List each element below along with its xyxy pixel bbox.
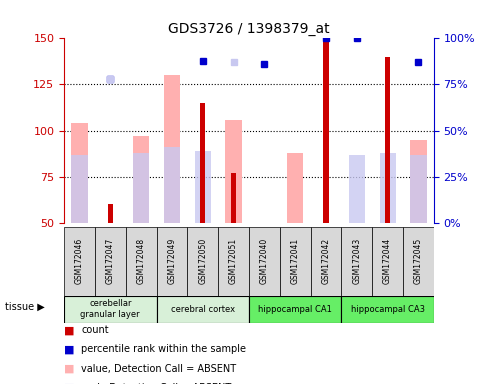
Text: ■: ■ [64,364,74,374]
Bar [195,151,211,223]
FancyBboxPatch shape [218,227,249,296]
Text: ■: ■ [64,383,74,384]
FancyBboxPatch shape [126,227,157,296]
Text: cerebral cortex: cerebral cortex [171,305,235,314]
Text: rank, Detection Call = ABSENT: rank, Detection Call = ABSENT [81,383,232,384]
Text: ■: ■ [64,325,74,335]
FancyBboxPatch shape [249,227,280,296]
Bar [107,204,113,223]
Text: GSM172047: GSM172047 [106,238,115,284]
FancyBboxPatch shape [341,227,372,296]
Text: tissue ▶: tissue ▶ [5,302,45,312]
Text: GSM172040: GSM172040 [260,238,269,284]
Text: GSM172043: GSM172043 [352,238,361,284]
FancyBboxPatch shape [95,227,126,296]
FancyBboxPatch shape [157,296,249,323]
Bar [71,123,88,223]
FancyBboxPatch shape [372,227,403,296]
Text: GSM172050: GSM172050 [198,238,207,284]
Bar [133,136,149,223]
Text: ■: ■ [64,344,74,354]
Bar [380,153,396,223]
FancyBboxPatch shape [249,296,341,323]
Text: GSM172041: GSM172041 [291,238,300,284]
Text: value, Detection Call = ABSENT: value, Detection Call = ABSENT [81,364,237,374]
Bar [200,103,206,223]
Bar [71,154,88,223]
Bar [164,147,180,223]
Bar [231,173,236,223]
FancyBboxPatch shape [280,227,311,296]
Text: GSM172044: GSM172044 [383,238,392,284]
Text: percentile rank within the sample: percentile rank within the sample [81,344,246,354]
Title: GDS3726 / 1398379_at: GDS3726 / 1398379_at [168,22,330,36]
Text: GSM172049: GSM172049 [168,238,176,284]
Bar [323,38,329,223]
Text: cerebellar
granular layer: cerebellar granular layer [80,300,140,319]
Text: GSM172048: GSM172048 [137,238,145,284]
FancyBboxPatch shape [64,227,95,296]
Bar [164,75,180,223]
Text: hippocampal CA1: hippocampal CA1 [258,305,332,314]
Bar [410,154,426,223]
Bar [287,153,303,223]
FancyBboxPatch shape [403,227,434,296]
FancyBboxPatch shape [311,227,341,296]
Bar [385,57,390,223]
Text: count: count [81,325,109,335]
Text: GSM172042: GSM172042 [321,238,330,284]
FancyBboxPatch shape [187,227,218,296]
FancyBboxPatch shape [64,296,157,323]
Bar [410,140,426,223]
Text: GSM172051: GSM172051 [229,238,238,284]
Bar [225,119,242,223]
Text: GSM172045: GSM172045 [414,238,423,284]
FancyBboxPatch shape [157,227,187,296]
Bar [349,154,365,223]
Bar [133,153,149,223]
Text: GSM172046: GSM172046 [75,238,84,284]
Text: hippocampal CA3: hippocampal CA3 [351,305,424,314]
FancyBboxPatch shape [341,296,434,323]
